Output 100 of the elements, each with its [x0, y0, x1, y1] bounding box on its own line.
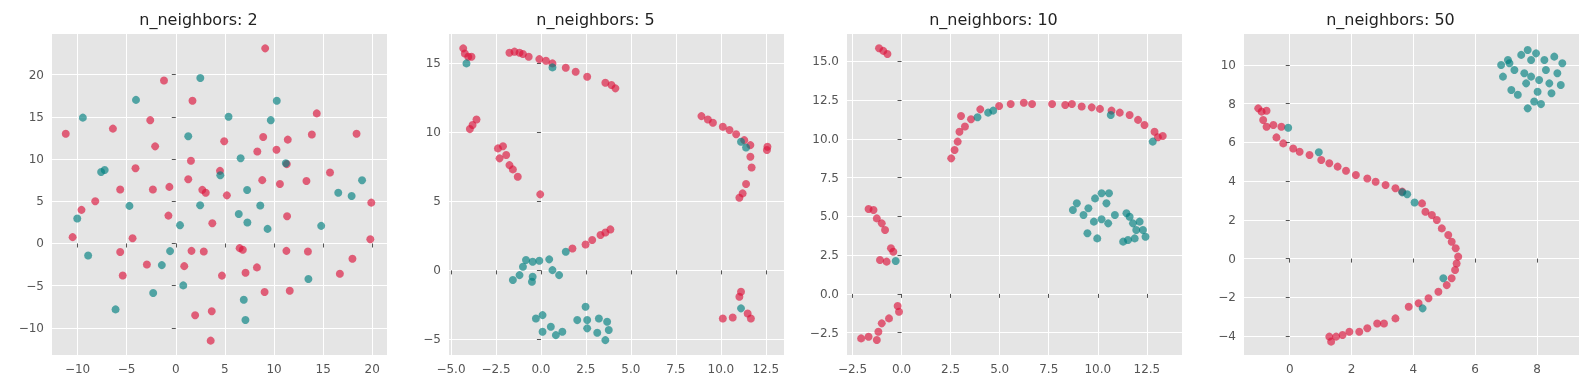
point: [1317, 156, 1326, 165]
point: [709, 118, 718, 127]
point: [84, 251, 93, 260]
point: [1295, 147, 1304, 156]
point: [950, 146, 959, 154]
point: [1087, 103, 1096, 112]
point: [1444, 230, 1453, 239]
point: [509, 276, 518, 285]
y-tick-label: 5: [36, 194, 44, 209]
y-tick-label: 0: [1228, 251, 1236, 266]
point: [719, 314, 728, 323]
point: [1148, 137, 1157, 146]
y-tick-label: 10: [425, 125, 442, 140]
point: [1103, 219, 1112, 228]
point: [545, 255, 554, 264]
point: [243, 218, 252, 227]
point: [1496, 60, 1505, 69]
point: [1437, 224, 1446, 233]
point: [1133, 115, 1142, 124]
point: [583, 324, 592, 333]
point: [603, 317, 612, 326]
point: [462, 59, 471, 68]
y-tick-label: 4: [1228, 174, 1236, 189]
point: [1556, 80, 1565, 89]
point: [217, 271, 226, 280]
point: [1381, 181, 1390, 190]
point: [747, 314, 756, 323]
point: [872, 214, 881, 223]
point: [1089, 217, 1098, 226]
point: [303, 247, 312, 256]
point: [583, 316, 592, 325]
point: [894, 307, 903, 316]
point: [1418, 304, 1427, 313]
point: [1158, 132, 1167, 141]
point: [118, 271, 127, 280]
point: [160, 76, 168, 85]
point: [1092, 234, 1101, 243]
point: [1101, 199, 1110, 208]
point: [864, 332, 873, 341]
point: [522, 256, 531, 265]
point: [954, 127, 963, 136]
point: [732, 130, 741, 139]
point: [256, 201, 265, 210]
point: [312, 109, 321, 118]
y-tick-label: 0: [36, 236, 44, 251]
point: [239, 295, 248, 304]
point: [334, 188, 343, 197]
point: [1097, 189, 1106, 198]
point: [697, 112, 706, 121]
point: [335, 269, 344, 278]
x-tick-label: 2.5: [576, 362, 596, 376]
point: [1140, 121, 1149, 130]
x-tick-label: 20: [364, 362, 380, 376]
point: [555, 271, 564, 280]
x-tick-label: 0.0: [891, 362, 911, 376]
point: [157, 261, 166, 270]
point: [1553, 69, 1562, 78]
point: [180, 262, 189, 271]
point: [1277, 122, 1286, 131]
point: [142, 260, 151, 269]
point: [606, 225, 615, 234]
point: [1402, 190, 1411, 199]
point: [116, 185, 125, 194]
chart-title: n_neighbors: 50: [1325, 9, 1455, 30]
y-tick-label: 10.0: [811, 131, 839, 146]
point: [1097, 215, 1106, 224]
point: [1326, 337, 1335, 346]
point: [872, 335, 881, 344]
x-tick-label: 7.5: [666, 362, 686, 376]
point: [234, 209, 243, 218]
point: [1068, 206, 1077, 214]
point: [164, 211, 173, 220]
point: [1453, 252, 1462, 261]
point: [1355, 327, 1364, 336]
point: [1371, 177, 1380, 186]
point: [261, 44, 270, 53]
point: [196, 73, 205, 82]
y-tick-label: −10: [18, 320, 44, 335]
point: [1082, 229, 1091, 238]
point: [869, 206, 877, 214]
y-tick-label: 2.5: [819, 248, 839, 263]
point: [272, 96, 281, 105]
point: [184, 132, 193, 141]
point: [542, 56, 551, 65]
y-tick-label: −4: [1218, 329, 1236, 344]
point: [873, 327, 882, 336]
point: [307, 130, 316, 139]
point: [719, 122, 728, 131]
point: [891, 257, 900, 266]
point: [1523, 46, 1532, 55]
point: [1262, 122, 1271, 131]
point: [1325, 159, 1334, 168]
point: [166, 247, 175, 256]
point: [1526, 72, 1535, 81]
point: [243, 185, 252, 194]
point: [1138, 226, 1147, 235]
point: [1141, 232, 1149, 241]
point: [568, 244, 577, 253]
point: [302, 176, 311, 185]
point: [1006, 99, 1015, 108]
